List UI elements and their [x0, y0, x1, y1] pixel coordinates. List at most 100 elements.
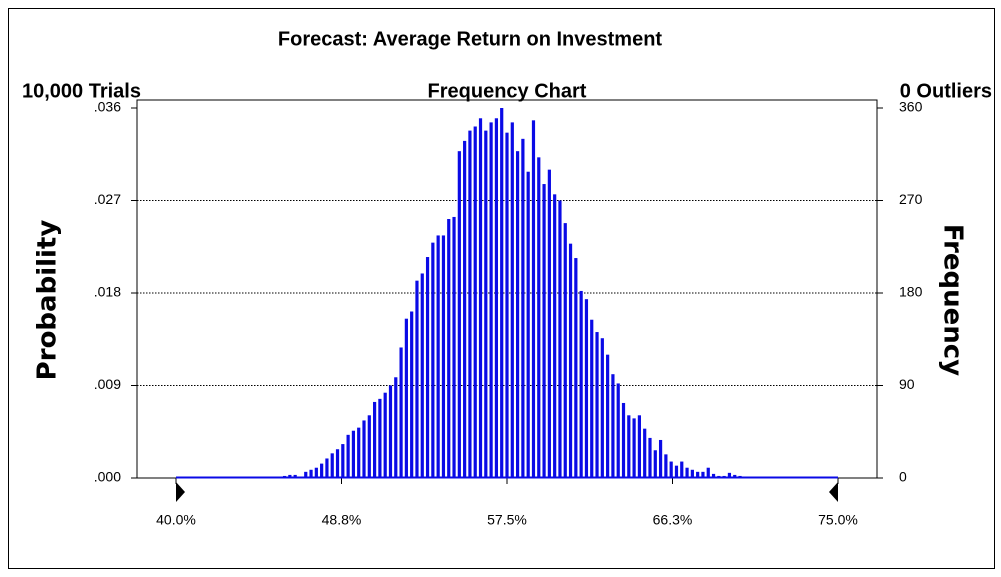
right-marker [829, 482, 838, 502]
bar [722, 475, 726, 478]
bar [584, 299, 589, 478]
bar [298, 476, 303, 478]
y-tick-label: .027 [94, 191, 121, 207]
y2-tick-label: 180 [899, 284, 923, 300]
bar [510, 122, 514, 478]
bar [680, 461, 684, 478]
bar [664, 454, 668, 478]
bar [351, 430, 356, 478]
bar [505, 132, 509, 478]
bar [563, 223, 567, 478]
bar [447, 219, 451, 478]
bar [627, 415, 631, 478]
bar [648, 437, 652, 478]
bar [415, 280, 419, 478]
bar [717, 475, 721, 478]
y2-axis-title: Frequency [938, 224, 968, 376]
bar [489, 122, 493, 478]
bar [373, 401, 377, 478]
bar [293, 474, 297, 478]
y-tick-label: .009 [94, 376, 121, 392]
y2-tick-label: 0 [899, 469, 907, 485]
bar [463, 140, 467, 478]
bar [531, 120, 536, 478]
bar [621, 402, 626, 478]
y-tick-label: .036 [94, 99, 121, 115]
bar [706, 467, 710, 478]
chart-subtitle: Frequency Chart [428, 80, 587, 102]
y-axis-title: Probability [33, 220, 63, 381]
chart-title: Forecast: Average Return on Investment [278, 28, 663, 50]
bar [616, 383, 620, 478]
bar [431, 242, 435, 478]
bar [669, 461, 673, 478]
x-tick-label: 66.3% [653, 512, 693, 528]
bar [685, 467, 689, 478]
bar [282, 475, 287, 478]
bar [314, 467, 318, 478]
bar [378, 398, 382, 478]
bar [537, 157, 541, 479]
bar [553, 194, 557, 479]
bar [696, 471, 700, 478]
bar [425, 257, 430, 478]
bar [478, 118, 483, 479]
bar [320, 463, 324, 478]
bar [457, 151, 461, 478]
bar [436, 235, 440, 478]
x-tick-label: 48.8% [322, 512, 362, 528]
bar [579, 290, 583, 478]
y2-tick-label: 270 [899, 191, 923, 207]
bar [574, 258, 578, 478]
bar [399, 347, 403, 478]
bar [606, 354, 610, 478]
bar [330, 453, 334, 478]
bar [394, 377, 398, 478]
bar [558, 200, 562, 478]
bar [611, 374, 615, 478]
bar [653, 450, 657, 478]
bar [521, 138, 525, 479]
bar [473, 126, 477, 478]
bar [738, 475, 742, 478]
bar [727, 472, 732, 478]
bar [309, 469, 313, 478]
bar [542, 184, 546, 479]
bar [743, 476, 747, 478]
x-tick-label: 40.0% [156, 512, 196, 528]
bar [637, 415, 641, 478]
bar [711, 473, 716, 478]
bar [632, 418, 636, 478]
bar [452, 216, 456, 478]
bar [658, 439, 663, 478]
bar [515, 151, 520, 478]
bar [600, 338, 604, 478]
bar [388, 385, 393, 478]
bar [484, 130, 488, 478]
bar [325, 458, 329, 478]
bar [674, 465, 679, 478]
bar [362, 420, 366, 478]
bar [468, 130, 472, 478]
bar [547, 169, 551, 478]
left-marker [176, 482, 185, 502]
bar [733, 474, 737, 478]
bar [288, 474, 292, 478]
y-tick-label: .000 [94, 469, 121, 485]
bar [335, 449, 340, 478]
bar [526, 171, 530, 478]
bar [568, 243, 573, 478]
bar [410, 311, 414, 478]
bar [690, 469, 694, 478]
y2-tick-label: 90 [899, 376, 915, 392]
bar [595, 332, 599, 478]
bar [494, 118, 499, 479]
outliers-label: 0 Outliers [900, 80, 992, 102]
y2-tick-label: 360 [899, 99, 923, 115]
bar [701, 471, 705, 478]
y-tick-label: .018 [94, 284, 121, 300]
bar [590, 319, 594, 478]
bar [383, 392, 387, 478]
bar [367, 415, 371, 478]
